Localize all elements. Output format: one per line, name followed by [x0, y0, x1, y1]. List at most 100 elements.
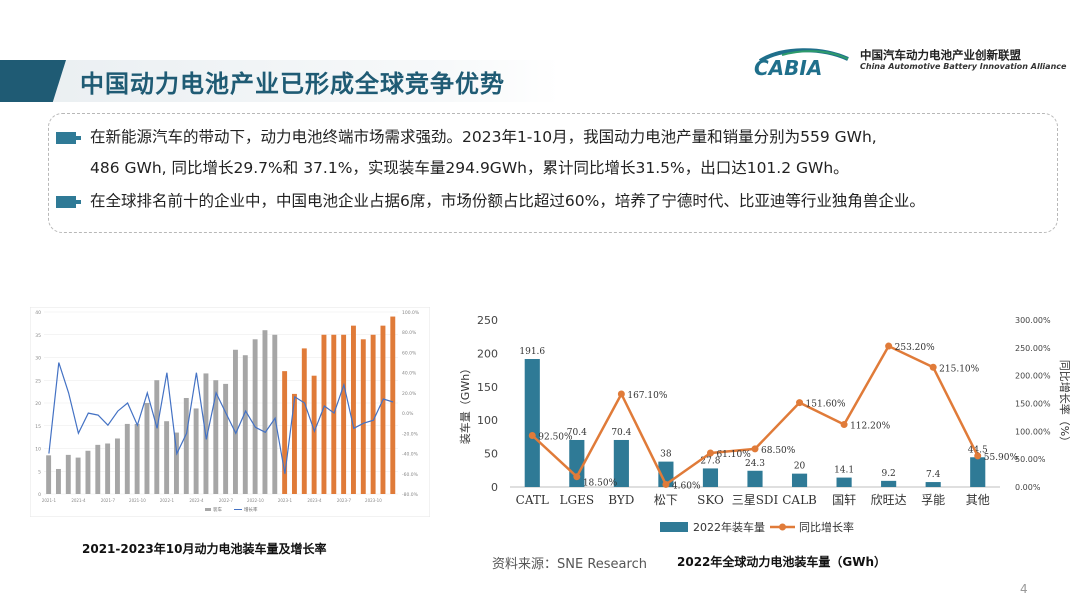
right-growth-value-label: 61.10% — [716, 450, 751, 460]
right-x-tick-label: 孚能 — [921, 493, 945, 507]
left-x-tick-label: 2022-4 — [189, 498, 204, 503]
left-y-tick-label: 40 — [35, 310, 41, 316]
left-bar — [95, 444, 101, 494]
right-bar — [702, 468, 719, 487]
right-bar-value-label: 191.6 — [519, 347, 545, 357]
logo-mark: CABIA — [754, 56, 822, 80]
left-y-tick-label: 35 — [35, 333, 41, 339]
right-bar-value-label: 9.2 — [881, 469, 895, 479]
right-x-tick-label: 三星SDI — [732, 493, 779, 507]
right-growth-point — [885, 342, 893, 350]
right-bar-value-label: 20 — [794, 462, 806, 472]
left-x-tick-label: 2021-1 — [42, 498, 57, 503]
logo-swoosh-green-icon — [781, 50, 849, 60]
left-x-tick-label: 2022-1 — [160, 498, 175, 503]
right-y-axis-label: 装车量（GWh） — [458, 363, 472, 444]
right-y-tick-label: 50 — [484, 448, 498, 461]
left-y-tick-label: 5 — [38, 469, 41, 475]
right-y-tick-label: 100 — [477, 414, 498, 427]
left-bar — [65, 454, 71, 494]
title-band — [0, 60, 560, 102]
left-bar — [272, 334, 278, 494]
right-growth-value-label: 215.10% — [939, 364, 979, 374]
left-bar — [390, 316, 396, 494]
left-y2-tick-label: 40.0% — [402, 371, 417, 377]
right-growth-value-label: 68.50% — [761, 446, 796, 456]
right-y-tick-label: 150 — [477, 381, 498, 394]
right-bar-value-label: 14.1 — [834, 466, 854, 476]
left-x-tick-label: 2023-10 — [365, 498, 382, 503]
left-x-tick-label: 2021-10 — [129, 498, 146, 503]
left-chart-caption: 2021-2023年10月动力电池装车量及增长率 — [82, 542, 327, 556]
left-bar — [223, 383, 229, 494]
page-number: 4 — [1020, 582, 1028, 596]
left-bar — [134, 423, 140, 494]
bullet-2-line1: 在全球排名前十的企业中，中国电池企业占据6席，市场份额占比超过60%，培养了宁德… — [90, 192, 925, 210]
right-x-tick-label: 其他 — [966, 493, 990, 507]
left-y2-tick-label: -40.0% — [402, 452, 419, 458]
page-title: 中国动力电池产业已形成全球竞争优势 — [80, 70, 505, 98]
left-bar — [380, 325, 386, 494]
right-x-tick-label: SKO — [697, 493, 724, 507]
right-growth-value-label: 167.10% — [627, 391, 667, 401]
left-y-tick-label: 30 — [35, 356, 41, 362]
left-bar — [164, 421, 170, 494]
right-y2-tick-label: 300.00% — [1015, 316, 1051, 325]
left-legend-bar-label: 装车 — [213, 506, 222, 513]
right-y2-tick-label: 0.00% — [1015, 483, 1041, 492]
left-bar — [114, 438, 120, 494]
right-legend-bar-label: 2022年装车量 — [693, 520, 765, 534]
right-y2-tick-label: 250.00% — [1015, 344, 1051, 353]
right-y-tick-label: 0 — [491, 481, 498, 494]
bullet-1: 在新能源汽车的带动下，动力电池终端市场需求强劲。2023年1-10月，我国动力电… — [56, 122, 1046, 152]
left-bar — [341, 334, 347, 494]
left-y2-tick-label: -20.0% — [402, 431, 419, 437]
left-bar — [232, 349, 238, 494]
left-bar — [154, 380, 160, 494]
right-x-tick-label: 欣旺达 — [871, 493, 907, 507]
right-bar-value-label: 24.3 — [745, 459, 765, 469]
left-bar — [321, 334, 327, 494]
left-bar — [242, 355, 248, 494]
left-x-tick-label: 2022-7 — [219, 498, 234, 503]
left-y2-tick-label: -80.0% — [402, 492, 419, 498]
left-bar — [75, 457, 81, 494]
right-growth-point — [528, 432, 536, 440]
right-growth-value-label: 253.20% — [895, 343, 935, 353]
left-y2-tick-label: -60.0% — [402, 472, 419, 478]
left-bar — [311, 375, 317, 494]
left-bar — [350, 325, 356, 494]
right-bar — [970, 457, 986, 487]
left-bar — [213, 380, 219, 494]
left-bar — [370, 334, 376, 494]
right-growth-value-label: 151.60% — [806, 400, 846, 410]
right-bar-value-label: 7.4 — [926, 470, 941, 480]
battery-bullet-icon — [56, 131, 81, 144]
right-legend-bar-swatch — [660, 522, 688, 532]
right-y-tick-label: 200 — [477, 347, 498, 360]
right-growth-point — [840, 421, 848, 429]
right-x-tick-label: CATL — [516, 493, 549, 507]
left-bar — [183, 397, 189, 494]
right-x-tick-label: 国轩 — [832, 493, 856, 507]
cabia-logo: CABIA — [754, 48, 849, 80]
left-bar — [301, 348, 307, 494]
right-bar — [836, 477, 852, 487]
right-y-tick-label: 250 — [477, 314, 498, 327]
bullet-2: 在全球排名前十的企业中，中国电池企业占据6席，市场份额占比超过60%，培养了宁德… — [56, 186, 1056, 216]
right-bar — [791, 473, 808, 487]
left-bar — [144, 403, 150, 494]
right-bar — [613, 439, 629, 487]
right-growth-point — [974, 452, 982, 460]
right-bar-value-label: 70.4 — [611, 428, 631, 438]
left-x-tick-label: 2023-4 — [307, 498, 322, 503]
right-y2-axis-label: 同比增长率（%） — [1058, 360, 1070, 447]
right-legend-line-label: 同比增长率 — [799, 520, 854, 534]
right-growth-value-label: 112.20% — [850, 422, 890, 432]
right-growth-value-label: 55.90% — [984, 453, 1019, 463]
left-x-tick-label: 2023-7 — [337, 498, 352, 503]
left-y-tick-label: 15 — [35, 424, 41, 430]
left-growth-line — [48, 362, 394, 474]
right-growth-point — [617, 390, 625, 398]
left-y2-tick-label: 60.0% — [402, 350, 417, 356]
